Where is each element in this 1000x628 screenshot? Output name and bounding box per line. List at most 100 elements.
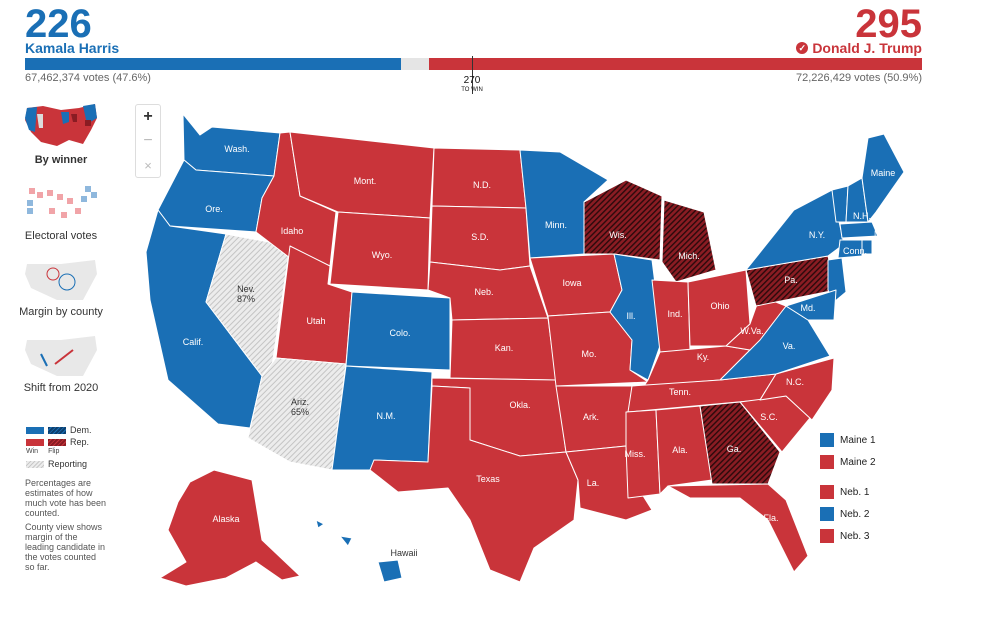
label-del: Del. xyxy=(837,311,853,321)
view-label-shift-from-2020[interactable]: Shift from 2020 xyxy=(23,382,99,394)
legend-dem-row: Dem. xyxy=(26,425,92,435)
label-nj: N.J. xyxy=(845,286,861,296)
view-by-winner[interactable] xyxy=(21,100,101,160)
zoom-controls: + − × xyxy=(135,104,161,178)
label-nev: Nev. xyxy=(237,284,255,294)
zoom-in-button[interactable]: + xyxy=(143,108,153,125)
state-georgia[interactable] xyxy=(699,401,781,485)
reset-zoom-button[interactable]: × xyxy=(144,157,152,173)
state-massachusetts[interactable] xyxy=(839,221,879,239)
label-utah: Utah xyxy=(306,316,325,326)
label-wis: Wis. xyxy=(609,230,627,240)
label-calif: Calif. xyxy=(183,337,204,347)
state-michigan[interactable] xyxy=(661,199,717,283)
state-wisconsin[interactable] xyxy=(583,179,663,261)
trump-name: Donald J. Trump xyxy=(812,40,922,56)
legend: Dem. Rep. Win Flip Reporting xyxy=(26,425,92,469)
state-florida[interactable] xyxy=(667,483,809,573)
label-va: Va. xyxy=(783,341,796,351)
legend-reporting-swatch xyxy=(26,460,44,468)
label-ore: Ore. xyxy=(205,204,223,214)
state-north-dakota[interactable] xyxy=(431,147,527,209)
label-texas: Texas xyxy=(476,474,500,484)
legend-reporting-row: Reporting xyxy=(26,459,92,469)
label-kan: Kan. xyxy=(495,343,514,353)
state-connecticut[interactable] xyxy=(837,239,863,259)
district-label: Neb. 1 xyxy=(840,486,870,498)
threshold-line xyxy=(472,56,473,94)
label-sd: S.D. xyxy=(471,232,489,242)
label-hawaii: Hawaii xyxy=(390,548,417,558)
district-label: Maine 1 xyxy=(840,434,876,446)
district-neb-2: Neb. 2 xyxy=(820,504,876,524)
legend-dem-flip-swatch xyxy=(48,426,66,434)
state-maine[interactable] xyxy=(861,133,905,223)
state-texas[interactable] xyxy=(369,385,579,583)
state-alabama[interactable] xyxy=(655,405,713,495)
label-minn: Minn. xyxy=(545,220,567,230)
legend-dem-label: Dem. xyxy=(70,425,92,435)
legend-rep-win-swatch xyxy=(26,438,44,446)
label-wash: Wash. xyxy=(224,144,249,154)
district-label: Maine 2 xyxy=(840,456,876,468)
label-nev-pct: 87% xyxy=(237,294,255,304)
view-electoral-votes[interactable] xyxy=(21,178,101,238)
legend-rep-label: Rep. xyxy=(70,437,90,447)
label-wva: W.Va. xyxy=(740,326,763,336)
threshold-label: TO WIN xyxy=(461,87,483,93)
note-percentages: Percentages are estimates of how much vo… xyxy=(25,478,107,518)
label-ga: Ga. xyxy=(727,444,742,454)
label-mich: Mich. xyxy=(678,251,700,261)
trump-ev-bar xyxy=(429,58,922,70)
label-ill: Ill. xyxy=(627,311,636,321)
view-label-by-winner[interactable]: By winner xyxy=(34,154,88,166)
label-miss: Miss. xyxy=(625,449,646,459)
label-tenn: Tenn. xyxy=(669,387,691,397)
label-iowa: Iowa xyxy=(562,278,581,288)
state-delaware-maryland[interactable] xyxy=(785,289,837,321)
state-hawaii[interactable] xyxy=(315,519,403,583)
note-county: County view shows margin of the leading … xyxy=(25,522,106,572)
label-wyo: Wyo. xyxy=(372,250,392,260)
legend-reporting-label: Reporting xyxy=(48,459,88,469)
label-fla: Fla. xyxy=(763,513,778,523)
threshold-value: 270 xyxy=(463,75,481,86)
zoom-out-button[interactable]: − xyxy=(143,132,153,149)
state-alaska[interactable] xyxy=(159,469,301,587)
label-ri: R.I. xyxy=(873,257,887,267)
label-colo: Colo. xyxy=(389,328,410,338)
label-ind: Ind. xyxy=(667,309,682,319)
legend-rep-flip-swatch xyxy=(48,438,66,446)
district-neb-3: Neb. 3 xyxy=(820,526,876,546)
view-margin-by-county[interactable] xyxy=(21,254,101,314)
state-new-york[interactable] xyxy=(745,189,845,271)
label-mont: Mont. xyxy=(354,176,377,186)
district-maine-2: Maine 2 xyxy=(820,452,876,472)
label-la: La. xyxy=(587,478,600,488)
label-nc: N.C. xyxy=(786,377,804,387)
label-ky: Ky. xyxy=(697,352,709,362)
view-label-electoral-votes[interactable]: Electoral votes xyxy=(24,230,98,242)
label-okla: Okla. xyxy=(509,400,530,410)
trump-popular-vote: 72,226,429 votes (50.9%) xyxy=(796,72,922,84)
district-swatch xyxy=(820,433,834,447)
label-ny: N.Y. xyxy=(809,230,825,240)
label-ala: Ala. xyxy=(672,445,688,455)
view-label-margin-by-county[interactable]: Margin by county xyxy=(19,306,103,318)
label-ark: Ark. xyxy=(583,412,599,422)
district-label: Neb. 2 xyxy=(840,508,870,520)
view-shift-from-2020[interactable] xyxy=(21,330,101,390)
shift-from-2020-thumbnail xyxy=(25,336,97,376)
label-mass: Mass. xyxy=(874,229,898,239)
label-alaska: Alaska xyxy=(212,514,239,524)
label-nh: N.H. xyxy=(853,211,871,221)
label-vt: Vt. xyxy=(833,179,844,189)
district-label: Neb. 3 xyxy=(840,530,870,542)
district-maine-1: Maine 1 xyxy=(820,430,876,450)
state-mississippi[interactable] xyxy=(625,409,661,499)
state-rhode-island[interactable] xyxy=(861,239,873,255)
label-pa: Pa. xyxy=(784,275,798,285)
by-winner-thumbnail xyxy=(25,104,97,146)
label-ohio: Ohio xyxy=(710,301,729,311)
